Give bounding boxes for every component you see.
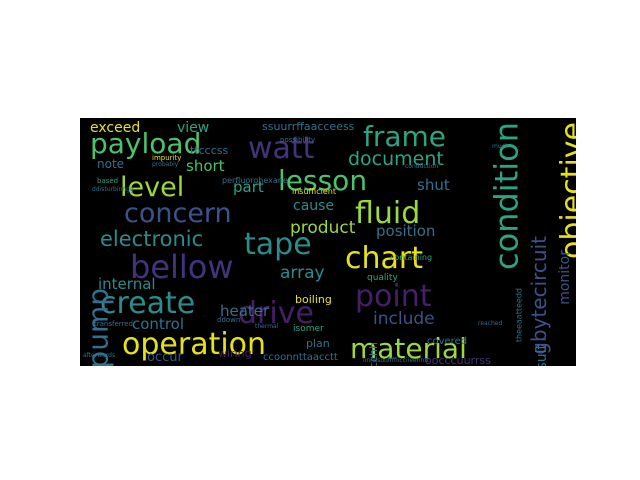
word-conduction: conduction [405, 163, 438, 170]
word-drive: drive [238, 296, 314, 331]
word-position: position [376, 222, 435, 240]
word-payload: payload [90, 127, 201, 160]
word-point: point [355, 279, 432, 314]
word-concern: concern [124, 198, 232, 229]
word-document: document [348, 148, 444, 170]
word-operation: operation [122, 327, 266, 362]
word-watt: watt [248, 131, 315, 166]
word-short: short [186, 157, 225, 175]
word-quality: quality [367, 273, 398, 283]
word-ttcccss: ttcccss [190, 144, 229, 157]
word-pump: pump [81, 288, 114, 366]
word-level: level [120, 172, 184, 203]
word-lesson: lesson [278, 164, 367, 197]
word-ccoonnttaacctt: ccoonnttaacctt [263, 352, 338, 363]
word-shut: shut [417, 176, 450, 194]
word-afterwards: afterwards [83, 352, 115, 359]
word-ddown: ddown [217, 316, 240, 324]
word-transferred: transferred [94, 320, 133, 328]
word-covered: covered [427, 336, 467, 347]
word-control: control [132, 315, 184, 333]
word-probably: probably [152, 161, 179, 168]
word-ddisturbinngg: ddisturbinngg [92, 186, 134, 193]
word-exceed: exceed [90, 120, 140, 136]
word-ssuucchh: ssuucchh [367, 342, 380, 366]
word-create: create [100, 286, 195, 321]
word-cause: cause [293, 198, 334, 214]
word-theeaatteedd: theeaatteedd [514, 288, 523, 342]
word-bellow: bellow [130, 248, 234, 286]
word-containing: containing [390, 253, 432, 262]
word-result: result [534, 343, 550, 366]
word-condition: condition [488, 122, 526, 270]
word-fluid: fluid [355, 196, 420, 231]
word-include: include [373, 309, 435, 329]
word-array: array [280, 263, 325, 283]
word-thermal: thermal [255, 323, 279, 330]
word-much: much [492, 143, 509, 150]
word-cloud: objective condition operation material bello… [80, 118, 576, 366]
word-boiling: boiling [295, 293, 332, 306]
word-frame: frame [363, 120, 446, 153]
word-internal: internal [98, 275, 156, 293]
word-impurity: impurity [152, 154, 181, 162]
word-plan: plan [306, 337, 330, 350]
word-possibility: possibility [280, 136, 315, 144]
word-oocccuurrss: oocccuurrss [425, 354, 491, 366]
word-reached: reached [478, 320, 502, 327]
word-insufficient: insufficient [292, 187, 336, 196]
word-gbytecircuit: gbytecircuit [527, 236, 551, 355]
word-cloud-canvas: objective condition operation material bello… [81, 120, 576, 366]
word-occur: occur [147, 350, 183, 365]
word-isomer: isomer [293, 324, 324, 334]
word-part: part [233, 178, 264, 196]
word-based: based [97, 177, 118, 185]
word-wiring: wiring [218, 347, 252, 360]
word-objective: objective [555, 122, 576, 259]
word-note: note [97, 157, 124, 171]
word-product: product [290, 218, 356, 238]
word-tape: tape [244, 227, 312, 262]
word-electronic: electronic [100, 227, 203, 251]
word-heater: heater [220, 302, 270, 320]
word-iinnssuuffffiicciieenntt: iinnssuuffffiicciieenntt [363, 357, 430, 364]
word-perfluorohexane: perfluorohexane [222, 176, 288, 185]
word-monitor: monitor [557, 250, 573, 305]
word-view: view [177, 120, 209, 136]
word-ssuurrffaacceess: ssuurrffaacceess [262, 120, 355, 133]
word-chart: chart [345, 241, 423, 276]
word-material: material [350, 332, 467, 365]
